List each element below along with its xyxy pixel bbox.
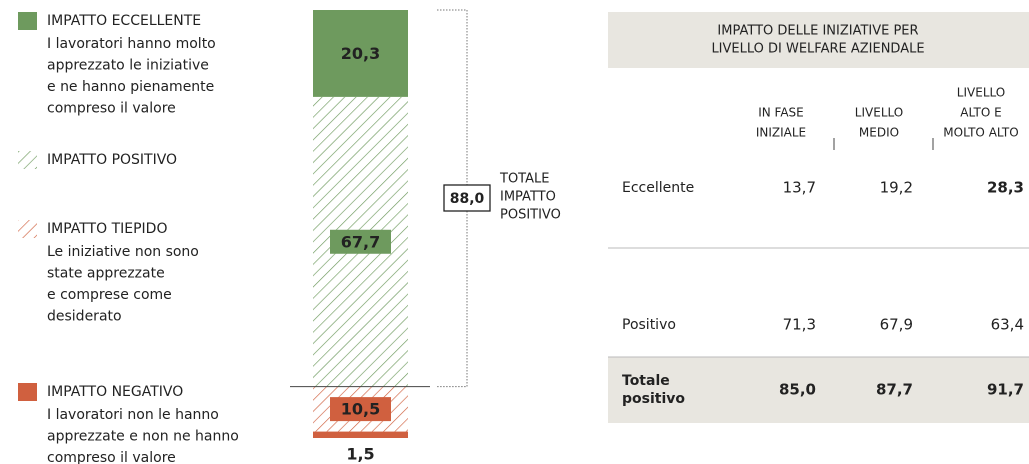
row-label: Eccellente: [622, 180, 694, 196]
legend-description: apprezzato le iniziative: [47, 58, 209, 74]
value-label-bg: [330, 397, 391, 422]
cell: 63,4: [991, 316, 1024, 334]
legend-description: state apprezzate: [47, 266, 165, 282]
cell: 13,7: [783, 179, 816, 197]
cell: 67,9: [880, 316, 913, 334]
legend-description: e comprese come: [47, 287, 172, 303]
column-header: IN FASE: [758, 106, 804, 120]
column-header: MOLTO ALTO: [943, 126, 1018, 140]
cell: 28,3: [987, 179, 1024, 197]
column-header: MEDIO: [859, 126, 899, 140]
legend-label: IMPATTO ECCELLENTE: [47, 13, 201, 29]
table-title: IMPATTO DELLE INIZIATIVE PER: [717, 24, 918, 39]
row-label: positivo: [622, 391, 685, 407]
row-label: Positivo: [622, 317, 676, 333]
table-title-bg: [608, 12, 1029, 68]
value-label: 10,5: [341, 400, 380, 419]
column-header: INIZIALE: [756, 126, 806, 140]
column-header: LIVELLO: [957, 86, 1005, 100]
column-header: ALTO E: [960, 106, 1001, 120]
row-label: Totale: [622, 373, 670, 389]
legend-description: apprezzate e non ne hanno: [47, 429, 239, 445]
annotation-text: POSITIVO: [500, 208, 561, 223]
annotation-value: 88,0: [450, 191, 485, 207]
legend-description: e ne hanno pienamente: [47, 79, 214, 95]
value-label: 67,7: [341, 232, 380, 251]
bracket: [437, 9, 468, 388]
legend-description: compreso il valore: [47, 450, 176, 464]
legend-label: IMPATTO TIEPIDO: [47, 221, 167, 237]
annotation-text: IMPATTO: [500, 190, 556, 205]
table-total-bg: [608, 357, 1029, 423]
legend-label: IMPATTO POSITIVO: [47, 152, 177, 168]
table-title: LIVELLO DI WELFARE AZIENDALE: [711, 42, 924, 57]
legend-description: Le iniziative non sono: [47, 244, 199, 260]
value-label-bg: [330, 229, 391, 254]
legend-swatch: [18, 12, 37, 30]
legend-description: desiderato: [47, 309, 122, 325]
cell: 87,7: [876, 381, 913, 399]
column-header: LIVELLO: [855, 106, 903, 120]
value-label: 20,3: [341, 44, 380, 63]
legend-description: compreso il valore: [47, 101, 176, 117]
legend-description: I lavoratori non le hanno: [47, 407, 219, 423]
annotation-box: [443, 184, 491, 212]
legend-description: I lavoratori hanno molto: [47, 36, 216, 52]
legend-swatch: [18, 383, 37, 401]
annotation-text: TOTALE: [499, 172, 549, 187]
cell: 71,3: [783, 316, 816, 334]
cell: 19,2: [880, 179, 913, 197]
cell: 91,7: [987, 381, 1024, 399]
cell: 85,0: [779, 381, 816, 399]
value-label: 1,5: [346, 445, 374, 464]
legend-swatch: [18, 220, 37, 238]
legend-label: IMPATTO NEGATIVO: [47, 384, 183, 400]
bar-segment: [313, 431, 408, 438]
bar-segment: [313, 10, 408, 97]
legend-swatch: [18, 151, 37, 169]
